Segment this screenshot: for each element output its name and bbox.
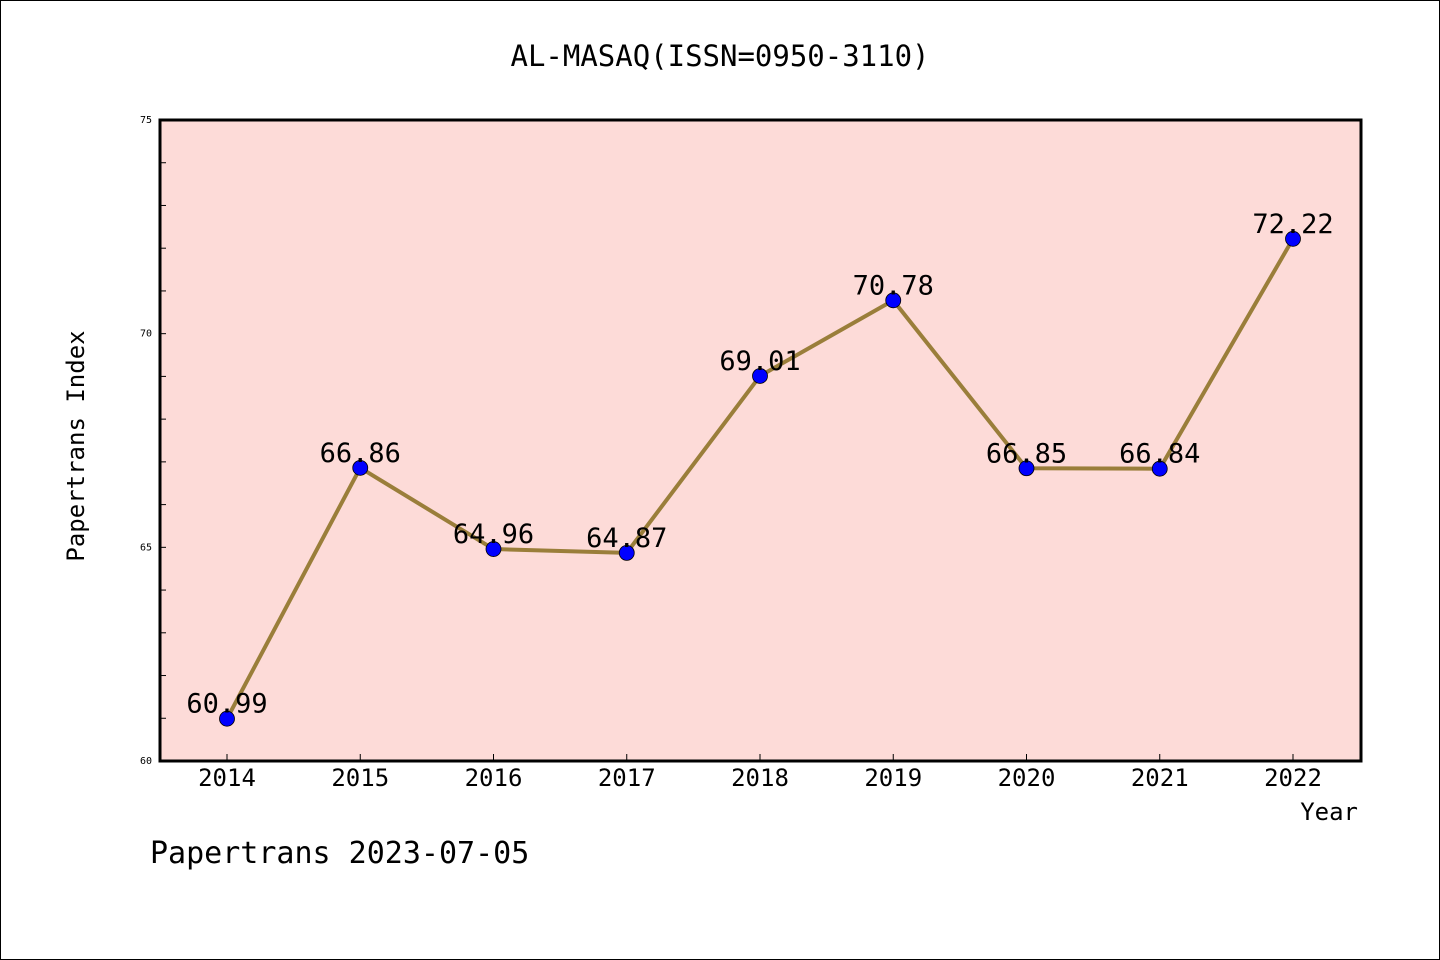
x-tick-label: 2015 (331, 764, 389, 792)
data-label: 66.85 (986, 438, 1067, 469)
data-point (219, 710, 235, 727)
x-tick-label: 2022 (1264, 764, 1322, 792)
data-point (352, 459, 369, 476)
x-tick-label: 2014 (198, 764, 256, 792)
data-point (885, 292, 902, 309)
plot-area (160, 120, 1361, 761)
data-point (1285, 230, 1301, 247)
x-tick-label: 2019 (864, 764, 922, 792)
x-tick-label: 2020 (998, 764, 1056, 792)
chart-title: AL-MASAQ(ISSN=0950-3110) (510, 39, 929, 73)
y-tick-label: 65 (140, 542, 152, 553)
y-axis-label: Papertrans Index (62, 330, 90, 561)
data-point (485, 541, 502, 557)
footer-text: Papertrans 2023-07-05 (150, 836, 529, 871)
data-point (1151, 460, 1168, 477)
y-tick-label: 70 (140, 329, 152, 340)
series-layer: 60.99 66.86 64.96 64.87 69.01 70.78 66.85 66.84… (186, 209, 1334, 727)
data-point (618, 544, 635, 561)
x-tick-label: 2016 (465, 764, 523, 792)
data-label: 70.78 (853, 270, 934, 301)
data-label: 72.22 (1252, 209, 1333, 240)
data-label: 64.96 (453, 519, 534, 550)
plot-frame (158, 118, 1363, 763)
y-tick-label: 75 (140, 115, 152, 126)
data-label: 64.87 (586, 523, 667, 554)
x-tick-label: 2021 (1131, 764, 1189, 792)
x-axis-ticks: 2014 2015 2016 2017 2018 2019 2020 2021 2022 (198, 754, 1322, 792)
data-point (1018, 460, 1035, 477)
y-tick-label: 60 (140, 756, 152, 767)
data-label: 60.99 (186, 689, 267, 720)
data-label: 69.01 (719, 346, 800, 377)
x-tick-label: 2018 (731, 764, 789, 792)
data-point (752, 368, 768, 384)
x-axis-label: Year (1300, 798, 1358, 826)
data-label: 66.84 (1119, 439, 1200, 470)
x-tick-label: 2017 (598, 764, 656, 792)
data-label: 66.86 (320, 438, 401, 469)
